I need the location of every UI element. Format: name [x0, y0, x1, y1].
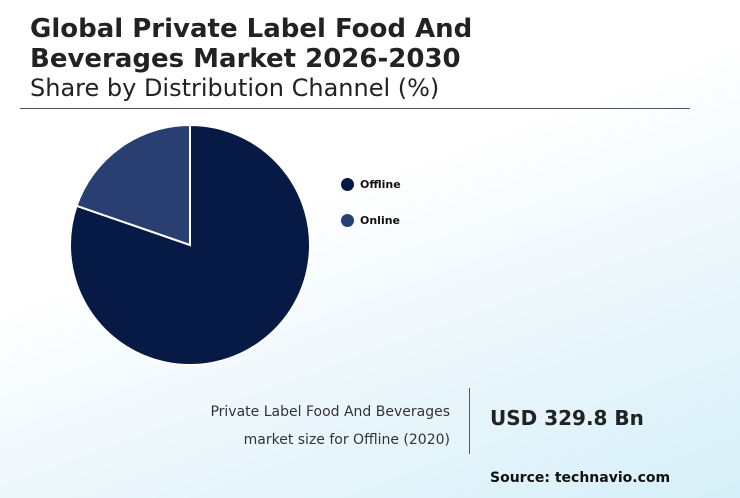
- source-label: Source: technavio.com: [490, 470, 671, 486]
- kpi-value: USD 329.8 Bn: [490, 406, 644, 430]
- legend-swatch-offline: [341, 177, 354, 191]
- legend-label-offline: Offline: [360, 177, 401, 191]
- kpi-label-line1: Private Label Food And Beverages: [210, 404, 450, 420]
- legend-label-online: Online: [360, 213, 401, 227]
- header-divider: [20, 108, 690, 109]
- pie-chart: [69, 123, 311, 366]
- legend-item-online[interactable]: Online: [341, 211, 401, 229]
- page-subtitle: Share by Distribution Channel (%): [30, 74, 440, 102]
- kpi-label: Private Label Food And Beverages market …: [130, 398, 450, 454]
- page-title: Global Private Label Food And Beverages …: [30, 14, 473, 74]
- kpi-divider: [469, 388, 470, 454]
- pie-slice-online[interactable]: [75, 123, 191, 247]
- legend-swatch-online: [341, 213, 354, 227]
- kpi-label-line2: market size for Offline (2020): [243, 432, 450, 448]
- chart-legend: Offline Online: [341, 175, 401, 247]
- legend-item-offline[interactable]: Offline: [341, 175, 401, 193]
